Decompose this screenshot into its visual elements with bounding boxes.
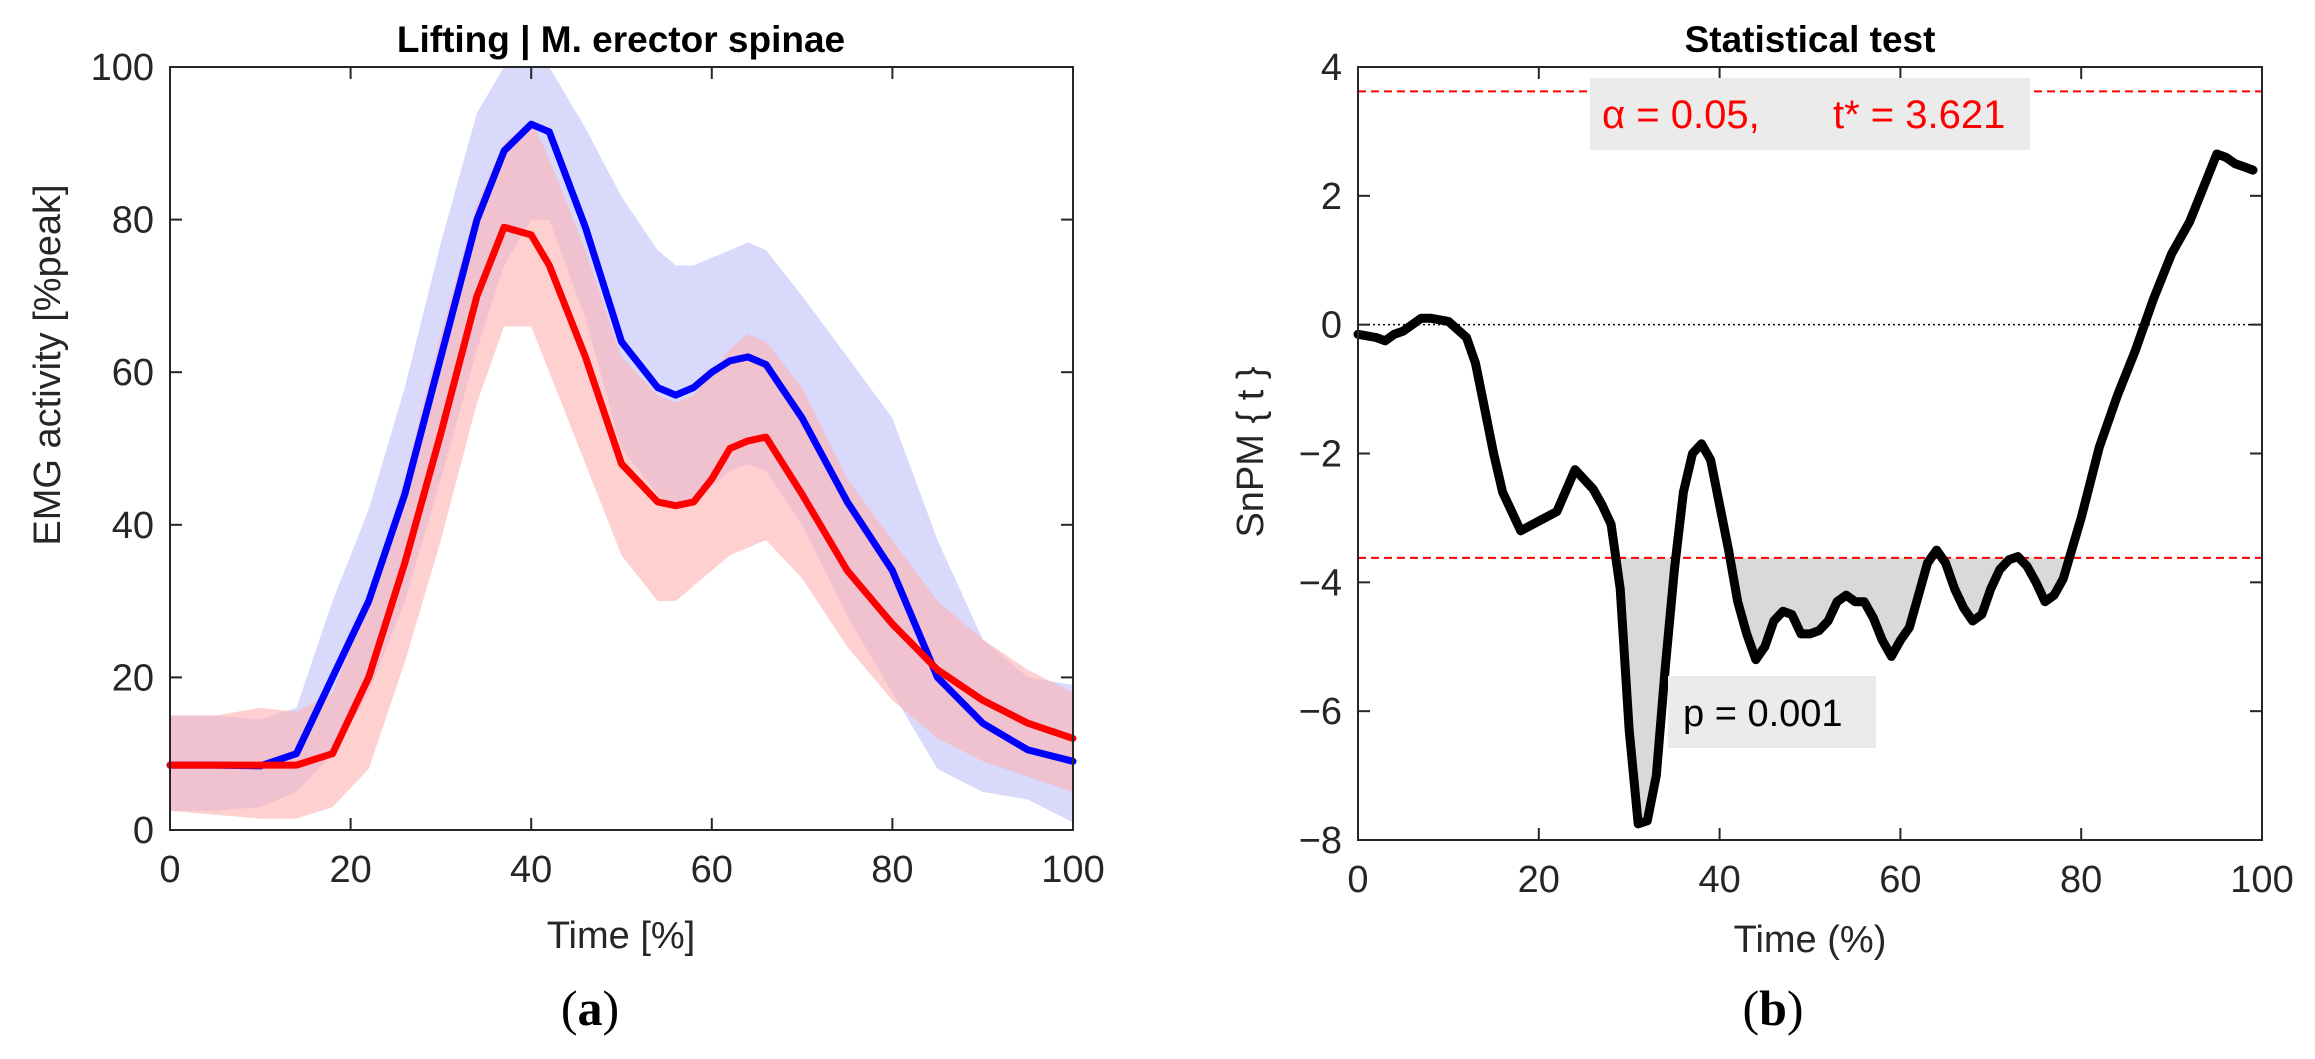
panel-a: 0 20 40 60 80 100 0 20 40 60 80 100 Lifting | M. er…	[27, 19, 1105, 1036]
b-y-tick-label: −6	[1299, 691, 1342, 733]
a-mean-line-blue	[166, 120, 1077, 770]
b-y-tick-label: −8	[1299, 820, 1342, 862]
b-y-axis-title: SnPM { t }	[1230, 366, 1272, 537]
b-reference-lines	[1358, 90, 2262, 559]
b-x-tick-label: 40	[1698, 859, 1740, 901]
b-panel-letter: b	[1759, 980, 1787, 1036]
a-axes: 0 20 40 60 80 100 0 20 40 60 80 100	[91, 47, 1105, 891]
a-x-tick-label: 0	[159, 849, 180, 891]
a-x-tick-label: 20	[329, 849, 371, 891]
b-x-tick-label: 80	[2060, 859, 2102, 901]
a-mean-line-red	[166, 223, 1077, 769]
b-x-axis-title: Time (%)	[1734, 919, 1887, 961]
b-supra-threshold-cluster	[1615, 557, 1676, 824]
b-x-tick-label: 0	[1347, 859, 1368, 901]
b-tstar-annotation: t* = 3.621	[1833, 93, 2005, 137]
a-y-tick-label: 0	[133, 810, 154, 852]
b-y-tick-label: 4	[1321, 47, 1342, 89]
a-chart-title: Lifting | M. erector spinae	[397, 19, 845, 61]
a-plot-frame	[169, 66, 1074, 831]
a-confidence-bands	[170, 67, 1073, 823]
a-mean-lines	[166, 120, 1077, 770]
b-test-curve	[1353, 149, 2258, 829]
b-snpm-curve	[1353, 149, 2258, 829]
a-y-axis-title: EMG activity [%peak]	[27, 184, 69, 545]
b-p-annotation: p = 0.001	[1683, 693, 1843, 735]
b-x-tick-label: 100	[2230, 859, 2293, 901]
a-y-tick-label: 80	[112, 200, 154, 242]
b-x-tick-label: 60	[1879, 859, 1921, 901]
a-y-tick-label: 20	[112, 657, 154, 699]
b-panel-label: (b)	[1742, 980, 1803, 1036]
b-alpha-annotation: α = 0.05,	[1602, 93, 1760, 137]
a-x-tick-label: 80	[871, 849, 913, 891]
b-x-tick-label: 20	[1518, 859, 1560, 901]
a-y-tick-label: 60	[112, 352, 154, 394]
a-y-tick-label: 40	[112, 505, 154, 547]
b-y-tick-label: 0	[1321, 305, 1342, 347]
a-x-tick-label: 100	[1041, 849, 1104, 891]
a-x-axis-title: Time [%]	[547, 915, 696, 957]
a-band-red	[170, 120, 1073, 819]
a-x-tick-label: 60	[691, 849, 733, 891]
a-panel-label: (a)	[561, 980, 619, 1036]
b-y-tick-label: 2	[1321, 176, 1342, 218]
b-y-tick-label: −4	[1299, 562, 1342, 604]
b-chart-title: Statistical test	[1685, 19, 1936, 60]
b-p-annotation-box	[1668, 676, 1876, 748]
b-y-tick-label: −2	[1299, 434, 1342, 476]
a-panel-letter: a	[578, 980, 603, 1036]
b-threshold-annotation-box	[1590, 78, 2030, 150]
a-y-tick-label: 100	[91, 47, 154, 89]
a-x-tick-label: 40	[510, 849, 552, 891]
